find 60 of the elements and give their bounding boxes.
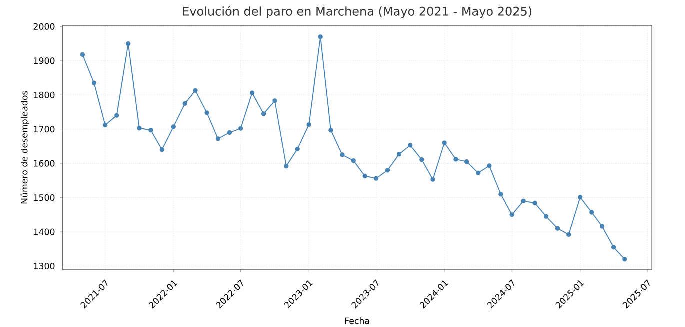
point bbox=[532, 200, 538, 206]
point bbox=[193, 88, 198, 94]
point bbox=[385, 168, 390, 173]
point bbox=[216, 136, 221, 142]
point bbox=[464, 160, 470, 164]
point bbox=[92, 80, 97, 86]
chart-title: Evolución del paro en Marchena (Mayo 2021 - Mayo 2025) bbox=[183, 6, 532, 18]
y-tick-label: 1300 bbox=[34, 262, 55, 270]
point bbox=[476, 170, 481, 176]
point bbox=[566, 232, 572, 238]
point bbox=[272, 98, 278, 104]
point bbox=[160, 148, 164, 152]
point bbox=[250, 90, 255, 96]
point bbox=[396, 152, 402, 157]
point bbox=[555, 226, 560, 231]
point bbox=[611, 245, 616, 250]
point bbox=[351, 158, 356, 164]
point bbox=[114, 113, 120, 118]
point bbox=[487, 164, 492, 168]
point bbox=[204, 110, 210, 116]
point bbox=[137, 126, 142, 131]
x-axis-title: Fecha bbox=[345, 318, 370, 324]
point bbox=[80, 52, 86, 58]
point bbox=[521, 198, 526, 204]
point bbox=[430, 177, 436, 182]
point bbox=[126, 41, 131, 46]
point bbox=[295, 146, 300, 152]
point bbox=[284, 164, 289, 169]
point bbox=[227, 130, 232, 136]
point bbox=[182, 101, 188, 106]
y-tick-label: 1600 bbox=[34, 160, 55, 167]
point bbox=[318, 34, 323, 40]
y-axis-title: Número de desempleados bbox=[20, 91, 30, 204]
point bbox=[544, 214, 549, 219]
point bbox=[600, 224, 605, 229]
point bbox=[328, 128, 334, 133]
point bbox=[238, 126, 244, 131]
point bbox=[408, 143, 413, 148]
point bbox=[362, 174, 368, 179]
y-tick-label: 1400 bbox=[34, 228, 55, 236]
point bbox=[578, 195, 583, 200]
point bbox=[306, 122, 312, 128]
point bbox=[420, 157, 424, 162]
point bbox=[261, 112, 266, 116]
y-tick-label: 1700 bbox=[34, 126, 55, 133]
point bbox=[590, 210, 594, 215]
y-tick-label: 1800 bbox=[34, 92, 55, 98]
point bbox=[510, 212, 514, 218]
point bbox=[442, 140, 447, 146]
point bbox=[171, 124, 176, 130]
y-tick-label: 1900 bbox=[34, 58, 55, 64]
point bbox=[622, 257, 628, 262]
point bbox=[374, 176, 379, 181]
point bbox=[498, 192, 504, 197]
point bbox=[340, 152, 345, 158]
y-tick-label: 2000 bbox=[34, 23, 55, 30]
y-tick-label: 1500 bbox=[34, 194, 55, 202]
point bbox=[454, 157, 458, 162]
point bbox=[148, 128, 154, 133]
point bbox=[103, 122, 108, 128]
